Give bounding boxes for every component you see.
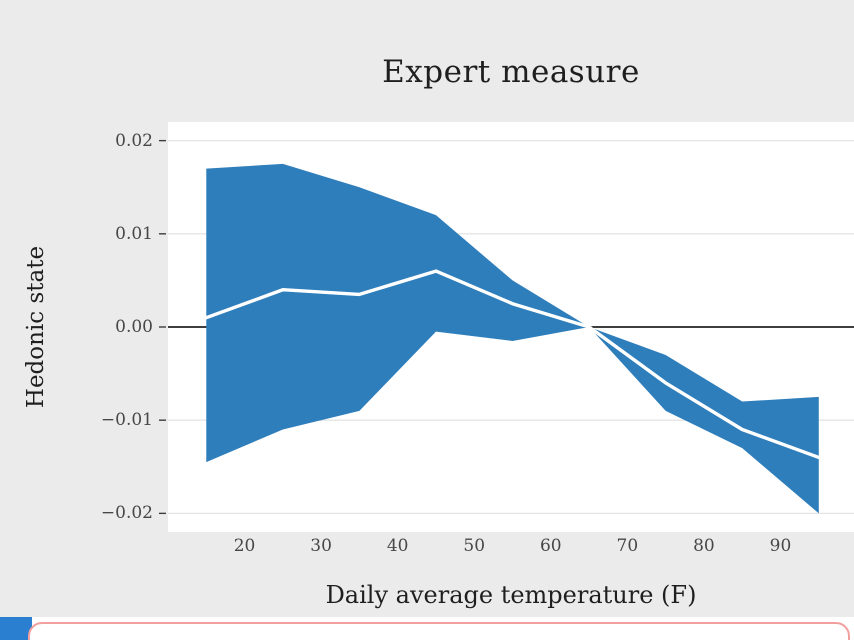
y-tick-label: −0.01 — [100, 410, 153, 431]
footer-card — [28, 622, 850, 640]
x-tick-label: 20 — [233, 536, 256, 556]
y-axis-label: Hedonic state — [23, 245, 49, 409]
confidence-band — [206, 163, 819, 514]
x-tick-label: 70 — [616, 536, 639, 556]
x-tick-label: 60 — [539, 536, 562, 556]
footer-blue-corner — [0, 617, 32, 640]
y-tick-label: 0.02 — [115, 130, 153, 151]
x-tick-label: 50 — [463, 536, 486, 556]
y-tick-label: 0.01 — [115, 223, 153, 244]
x-tick-label: 40 — [386, 536, 409, 556]
x-tick-label: 30 — [310, 536, 332, 556]
y-tick-label: 0.00 — [115, 317, 153, 337]
chart-figure: Expert measure Hedonic state Daily avera… — [0, 0, 854, 617]
estimate-line — [204, 269, 821, 460]
plot-area — [159, 122, 854, 532]
x-tick-label: 80 — [693, 536, 715, 556]
y-tick-label: −0.02 — [100, 503, 153, 524]
x-tick-label: 90 — [769, 536, 792, 556]
page-footer — [0, 617, 854, 640]
chart-title: Expert measure — [382, 54, 640, 90]
x-axis-label: Daily average temperature (F) — [325, 581, 697, 609]
